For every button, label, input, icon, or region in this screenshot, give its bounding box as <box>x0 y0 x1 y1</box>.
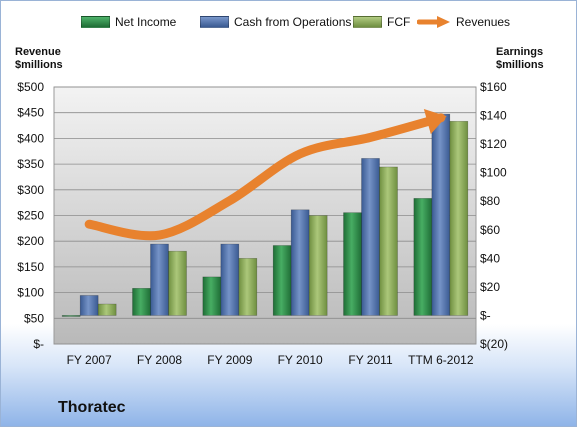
legend-label-cash-from-operations: Cash from Operations <box>234 15 352 29</box>
gridlines <box>54 86 476 345</box>
fcf-bar <box>168 250 187 316</box>
left-axis-tick-label: $300 <box>17 183 44 197</box>
left-axis-tick-label: $500 <box>17 80 44 94</box>
category-label: FY 2008 <box>137 353 182 367</box>
fcf-bar <box>379 166 398 316</box>
right-axis-tick-label: $140 <box>480 109 507 123</box>
revenue-line-path <box>84 113 446 241</box>
legend-item-net-income: Net Income <box>81 15 176 29</box>
left-axis-tick-label: $150 <box>17 260 44 274</box>
legend-item-fcf: FCF <box>353 15 410 29</box>
right-axis-title: Earnings $millions <box>496 46 544 72</box>
bars <box>61 113 469 317</box>
left-axis-tick-label: $400 <box>17 131 44 145</box>
net-income-bar <box>343 212 362 316</box>
right-axis-tick-label: $40 <box>480 251 500 265</box>
cash-from-operations-bar <box>290 209 310 316</box>
legend: Net Income Cash from Operations FCF Reve… <box>1 15 576 35</box>
legend-item-cash-from-operations: Cash from Operations <box>200 15 351 29</box>
legend-label-net-income: Net Income <box>115 15 177 29</box>
right-axis-title-line-2: $millions <box>496 59 544 71</box>
net-income-bar <box>413 198 433 316</box>
right-axis-tick-label: $100 <box>480 166 507 180</box>
cash-from-operations-bar <box>220 243 240 316</box>
net-income-bar <box>202 276 222 316</box>
legend-swatch-net-income <box>81 16 110 28</box>
left-axis-tick-label: $350 <box>17 157 44 171</box>
category-label: FY 2009 <box>207 353 252 367</box>
legend-item-revenues: Revenues <box>417 15 510 29</box>
left-axis-tick-label: $450 <box>17 106 44 120</box>
category-label: TTM 6-2012 <box>408 353 474 367</box>
cash-from-operations-bar <box>431 113 451 316</box>
net-income-bar <box>61 315 81 317</box>
category-label: FY 2011 <box>348 353 393 367</box>
fcf-bar <box>97 303 117 316</box>
legend-arrow-icon <box>417 16 450 28</box>
left-axis-title-line-1: Revenue <box>15 46 61 58</box>
left-axis-tick-label: $50 <box>24 311 44 325</box>
right-axis-tick-label: $(20) <box>480 337 508 351</box>
legend-swatch-cash-from-operations <box>200 16 229 28</box>
left-axis-ticks: $- $50 $100 $150 $200 $250 $300 $350 $400 $450 $50… <box>17 80 44 351</box>
left-axis-tick-label: $100 <box>17 286 44 300</box>
right-axis-tick-label: $- <box>480 308 491 322</box>
cash-from-operations-bar <box>79 295 99 316</box>
category-label: FY 2010 <box>278 353 323 367</box>
fcf-bar <box>308 215 328 316</box>
left-axis-title-line-2: $millions <box>15 59 63 71</box>
fcf-bar <box>449 120 469 316</box>
category-labels: FY 2007 FY 2008 FY 2009 FY 2010 FY 2011 TTM 6… <box>67 353 474 367</box>
right-axis-title-line-1: Earnings <box>496 46 544 58</box>
cash-from-operations-bar <box>361 158 380 316</box>
net-income-bar <box>272 245 292 316</box>
right-axis-tick-label: $20 <box>480 280 500 294</box>
left-axis-tick-label: $250 <box>17 209 44 223</box>
right-axis-tick-label: $160 <box>480 80 507 94</box>
legend-swatch-fcf <box>353 16 382 28</box>
cash-from-operations-bar <box>150 243 169 316</box>
right-axis-tick-label: $60 <box>480 223 500 237</box>
right-axis-tick-label: $80 <box>480 194 500 208</box>
fcf-bar <box>238 258 258 316</box>
right-axis-tick-label: $120 <box>480 137 507 151</box>
left-axis-tick-label: $200 <box>17 234 44 248</box>
company-name: Thoratec <box>58 399 126 416</box>
legend-label-fcf: FCF <box>387 15 411 29</box>
revenue-line <box>84 109 447 241</box>
revenue-arrowhead <box>423 109 447 135</box>
category-label: FY 2007 <box>67 353 112 367</box>
net-income-bar <box>132 288 151 316</box>
legend-label-revenues: Revenues <box>456 15 511 29</box>
right-axis-ticks: $(20) $- $20 $40 $60 $80 $100 $120 $140 $160 <box>480 80 508 351</box>
left-axis-tick-label: $- <box>33 337 44 351</box>
left-axis-title: Revenue $millions <box>15 46 63 72</box>
